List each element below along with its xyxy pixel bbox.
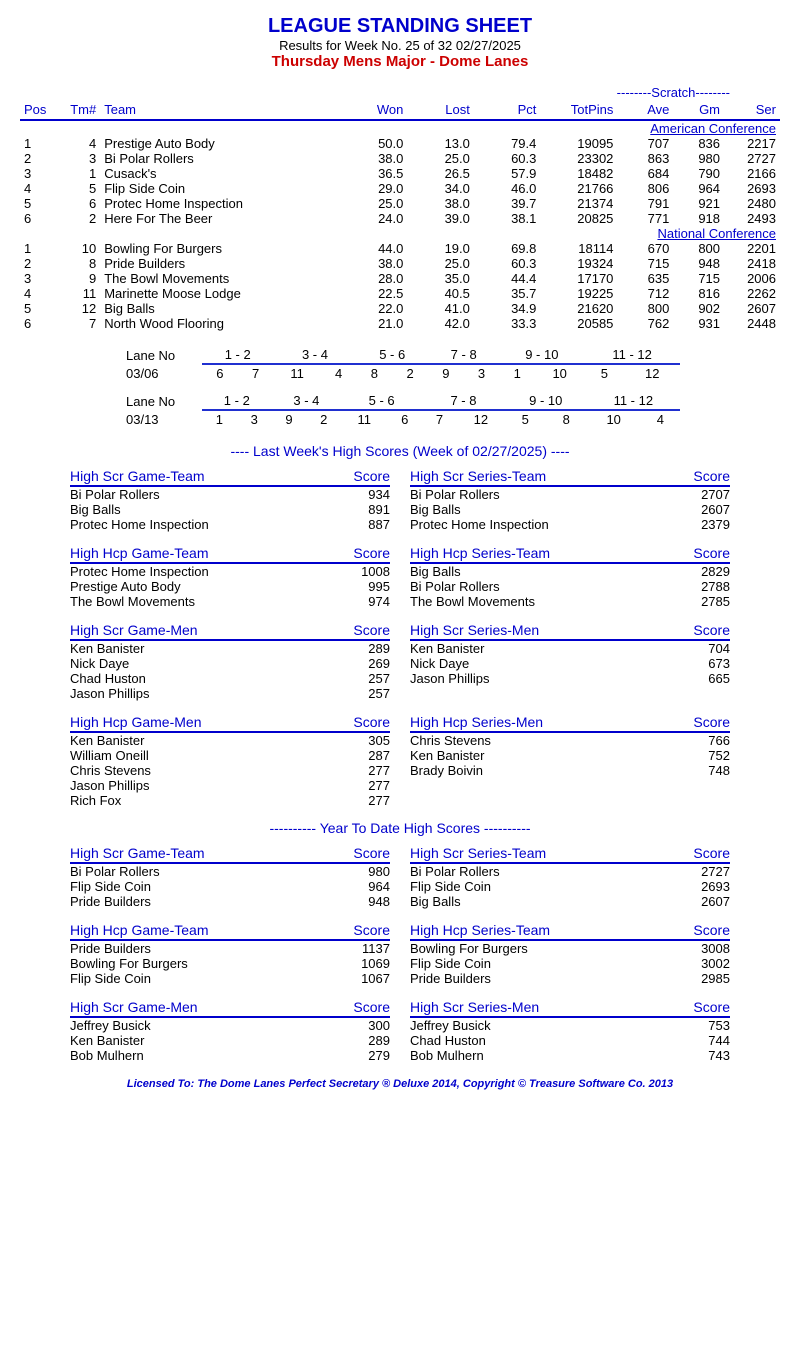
list-item: Bi Polar Rollers980 <box>70 864 390 879</box>
list-item: Brady Boivin748 <box>410 763 730 778</box>
list-item: Chad Huston257 <box>70 671 390 686</box>
list-item: Bi Polar Rollers2788 <box>410 579 730 594</box>
list-item: Nick Daye673 <box>410 656 730 671</box>
col-tm: Tm# <box>60 100 100 120</box>
list-item: Jeffrey Busick300 <box>70 1018 390 1033</box>
col-pos: Pos <box>20 100 60 120</box>
list-item: The Bowl Movements974 <box>70 594 390 609</box>
col-ser: Ser <box>724 100 780 120</box>
list-item: Chris Stevens766 <box>410 733 730 748</box>
list-item: Bi Polar Rollers2727 <box>410 864 730 879</box>
high-score-block: High Scr Series-MenScoreKen Banister704N… <box>410 621 730 701</box>
list-item: Jason Phillips257 <box>70 686 390 701</box>
list-item: Protec Home Inspection887 <box>70 517 390 532</box>
list-item: Prestige Auto Body995 <box>70 579 390 594</box>
list-item: Flip Side Coin3002 <box>410 956 730 971</box>
table-row: 14Prestige Auto Body50.013.079.419095707… <box>20 136 780 151</box>
list-item: Big Balls2829 <box>410 564 730 579</box>
col-team: Team <box>100 100 341 120</box>
list-item: Rich Fox277 <box>70 793 390 808</box>
list-item: Bob Mulhern279 <box>70 1048 390 1063</box>
list-item: Bowling For Burgers3008 <box>410 941 730 956</box>
list-item: Bi Polar Rollers2707 <box>410 487 730 502</box>
table-row: 28Pride Builders38.025.060.3193247159482… <box>20 256 780 271</box>
col-pct: Pct <box>474 100 541 120</box>
list-item: Big Balls2607 <box>410 894 730 909</box>
high-score-block: High Scr Series-MenScoreJeffrey Busick75… <box>410 998 730 1063</box>
high-score-block: High Hcp Game-TeamScoreProtec Home Inspe… <box>70 544 390 609</box>
conference-header: American Conference <box>20 120 780 136</box>
list-item: Protec Home Inspection2379 <box>410 517 730 532</box>
col-won: Won <box>341 100 408 120</box>
table-row: 62Here For The Beer24.039.038.1208257719… <box>20 211 780 226</box>
high-score-block: High Hcp Game-TeamScorePride Builders113… <box>70 921 390 986</box>
list-item: Big Balls891 <box>70 502 390 517</box>
high-score-block: High Hcp Series-TeamScoreBowling For Bur… <box>410 921 730 986</box>
ytd-title: ---------- Year To Date High Scores ----… <box>20 820 780 836</box>
last-week-title: ---- Last Week's High Scores (Week of 02… <box>20 443 780 459</box>
high-score-block: High Scr Series-TeamScoreBi Polar Roller… <box>410 467 730 532</box>
conference-header: National Conference <box>20 226 780 241</box>
high-score-block: High Scr Game-TeamScoreBi Polar Rollers9… <box>70 844 390 909</box>
table-row: 23Bi Polar Rollers38.025.060.32330286398… <box>20 151 780 166</box>
list-item: William Oneill287 <box>70 748 390 763</box>
list-item: Bowling For Burgers1069 <box>70 956 390 971</box>
list-item: Bi Polar Rollers934 <box>70 487 390 502</box>
footer-text: Licensed To: The Dome Lanes Perfect Secr… <box>20 1078 780 1090</box>
table-row: 512Big Balls22.041.034.9216208009022607 <box>20 301 780 316</box>
list-item: The Bowl Movements2785 <box>410 594 730 609</box>
list-item: Flip Side Coin1067 <box>70 971 390 986</box>
list-item: Pride Builders948 <box>70 894 390 909</box>
table-row: 411Marinette Moose Lodge22.540.535.71922… <box>20 286 780 301</box>
standings-table: Pos Tm# Team Won Lost Pct TotPins Ave Gm… <box>20 100 780 331</box>
col-totpins: TotPins <box>540 100 617 120</box>
list-item: Ken Banister752 <box>410 748 730 763</box>
list-item: Big Balls2607 <box>410 502 730 517</box>
scratch-header: --------Scratch-------- <box>20 85 780 100</box>
high-score-block: High Scr Game-TeamScoreBi Polar Rollers9… <box>70 467 390 532</box>
list-item: Ken Banister289 <box>70 641 390 656</box>
high-score-block: High Scr Game-MenScoreJeffrey Busick300K… <box>70 998 390 1063</box>
high-score-block: High Hcp Series-TeamScoreBig Balls2829Bi… <box>410 544 730 609</box>
table-row: 45Flip Side Coin29.034.046.0217668069642… <box>20 181 780 196</box>
col-gm: Gm <box>673 100 724 120</box>
table-row: 31Cusack's36.526.557.9184826847902166 <box>20 166 780 181</box>
list-item: Nick Daye269 <box>70 656 390 671</box>
league-name: Thursday Mens Major - Dome Lanes <box>20 53 780 70</box>
list-item: Ken Banister305 <box>70 733 390 748</box>
lane-assignments: Lane No1 - 23 - 45 - 67 - 89 - 1011 - 12… <box>120 346 680 428</box>
list-item: Ken Banister289 <box>70 1033 390 1048</box>
list-item: Flip Side Coin964 <box>70 879 390 894</box>
list-item: Chad Huston744 <box>410 1033 730 1048</box>
high-score-block: High Scr Game-MenScoreKen Banister289Nic… <box>70 621 390 701</box>
table-row: 39The Bowl Movements28.035.044.417170635… <box>20 271 780 286</box>
table-row: 56Protec Home Inspection25.038.039.72137… <box>20 196 780 211</box>
list-item: Pride Builders1137 <box>70 941 390 956</box>
list-item: Ken Banister704 <box>410 641 730 656</box>
table-row: 110Bowling For Burgers44.019.069.8181146… <box>20 241 780 256</box>
high-score-block: High Scr Series-TeamScoreBi Polar Roller… <box>410 844 730 909</box>
page-title: LEAGUE STANDING SHEET <box>20 15 780 38</box>
list-item: Flip Side Coin2693 <box>410 879 730 894</box>
list-item: Jeffrey Busick753 <box>410 1018 730 1033</box>
list-item: Bob Mulhern743 <box>410 1048 730 1063</box>
high-score-block: High Hcp Series-MenScoreChris Stevens766… <box>410 713 730 808</box>
col-ave: Ave <box>617 100 673 120</box>
list-item: Jason Phillips277 <box>70 778 390 793</box>
list-item: Chris Stevens277 <box>70 763 390 778</box>
list-item: Pride Builders2985 <box>410 971 730 986</box>
high-score-block: High Hcp Game-MenScoreKen Banister305Wil… <box>70 713 390 808</box>
list-item: Protec Home Inspection1008 <box>70 564 390 579</box>
table-row: 67North Wood Flooring21.042.033.32058576… <box>20 316 780 331</box>
list-item: Jason Phillips665 <box>410 671 730 686</box>
col-lost: Lost <box>407 100 474 120</box>
page-subtitle: Results for Week No. 25 of 32 02/27/2025 <box>20 38 780 53</box>
